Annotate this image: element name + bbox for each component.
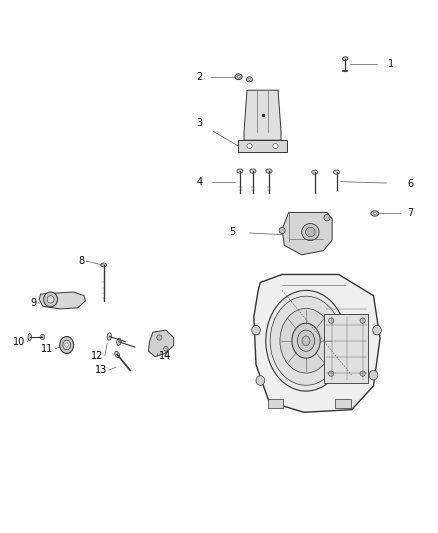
Ellipse shape — [60, 336, 74, 353]
Ellipse shape — [302, 223, 319, 240]
Ellipse shape — [252, 325, 260, 335]
Ellipse shape — [373, 325, 381, 335]
Ellipse shape — [42, 336, 43, 338]
Text: 12: 12 — [91, 351, 104, 361]
Ellipse shape — [164, 346, 168, 351]
Ellipse shape — [247, 77, 252, 82]
Text: 3: 3 — [196, 118, 202, 128]
Ellipse shape — [266, 169, 272, 173]
Polygon shape — [244, 90, 281, 140]
Ellipse shape — [279, 227, 285, 233]
Ellipse shape — [247, 144, 252, 148]
Ellipse shape — [28, 334, 32, 341]
Text: 1: 1 — [388, 59, 394, 69]
Ellipse shape — [302, 336, 310, 345]
Text: 13: 13 — [95, 365, 107, 375]
Ellipse shape — [373, 213, 377, 215]
Polygon shape — [148, 330, 174, 357]
Ellipse shape — [343, 57, 348, 61]
Polygon shape — [254, 274, 380, 413]
Text: 11: 11 — [41, 344, 53, 354]
Ellipse shape — [256, 376, 265, 385]
Text: 2: 2 — [196, 71, 202, 82]
Text: 8: 8 — [78, 256, 84, 266]
Ellipse shape — [250, 169, 256, 173]
Ellipse shape — [115, 351, 120, 358]
Ellipse shape — [270, 296, 342, 385]
Text: 6: 6 — [407, 179, 413, 189]
Text: 9: 9 — [30, 297, 36, 308]
Ellipse shape — [360, 318, 365, 323]
Ellipse shape — [248, 78, 251, 80]
Ellipse shape — [312, 170, 318, 174]
Ellipse shape — [280, 309, 332, 373]
Bar — [268, 399, 283, 408]
Ellipse shape — [292, 323, 320, 358]
Ellipse shape — [328, 318, 334, 323]
Ellipse shape — [266, 290, 346, 391]
Ellipse shape — [324, 215, 330, 221]
Text: 4: 4 — [196, 176, 202, 187]
Ellipse shape — [47, 296, 54, 303]
Polygon shape — [39, 292, 85, 309]
Ellipse shape — [235, 74, 242, 79]
Ellipse shape — [117, 338, 121, 345]
Text: 7: 7 — [407, 208, 413, 219]
Ellipse shape — [237, 75, 240, 78]
Text: 14: 14 — [159, 351, 172, 361]
Ellipse shape — [40, 334, 45, 340]
Ellipse shape — [63, 340, 71, 350]
Ellipse shape — [328, 371, 334, 376]
Bar — [324, 314, 368, 383]
Text: 10: 10 — [13, 337, 25, 347]
Bar — [335, 399, 351, 408]
Ellipse shape — [360, 371, 365, 376]
Text: 5: 5 — [229, 227, 235, 237]
Ellipse shape — [371, 211, 379, 216]
Ellipse shape — [107, 333, 112, 340]
Ellipse shape — [333, 170, 339, 174]
Bar — [238, 140, 286, 152]
Ellipse shape — [157, 335, 162, 340]
Ellipse shape — [237, 169, 243, 173]
Polygon shape — [282, 213, 332, 255]
Ellipse shape — [273, 144, 278, 148]
Ellipse shape — [101, 263, 106, 266]
Ellipse shape — [65, 343, 68, 347]
Ellipse shape — [306, 227, 315, 237]
Ellipse shape — [369, 370, 378, 380]
Ellipse shape — [44, 292, 57, 307]
Ellipse shape — [297, 330, 315, 351]
